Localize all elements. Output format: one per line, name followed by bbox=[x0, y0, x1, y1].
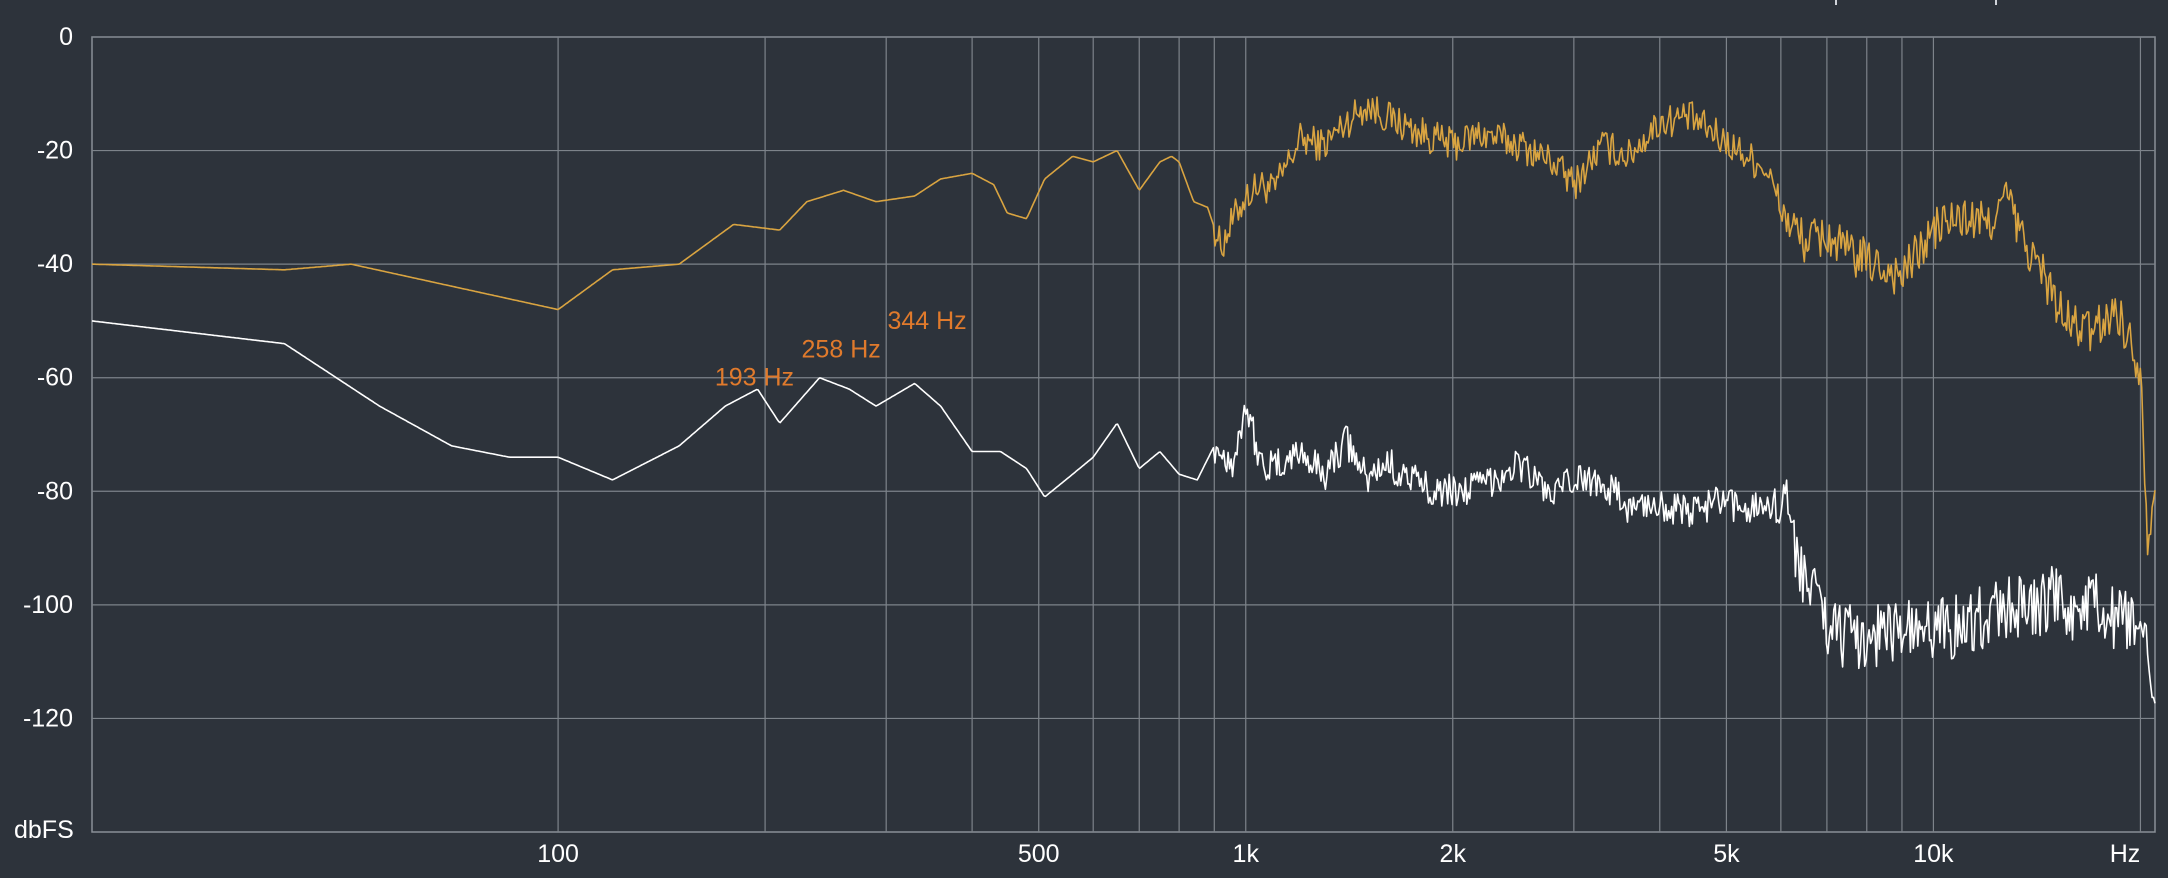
x-tick-label: 2k bbox=[1440, 840, 1467, 868]
x-tick-label: 5k bbox=[1713, 840, 1740, 868]
x-tick-label: 1k bbox=[1233, 840, 1260, 868]
y-axis-title: dbFS bbox=[14, 816, 74, 844]
y-tick-label: -20 bbox=[37, 137, 73, 165]
series-layer bbox=[91, 96, 2156, 704]
x-tick-label: 500 bbox=[1018, 840, 1060, 868]
y-tick-label: -120 bbox=[23, 704, 73, 732]
y-tick-label: 0 bbox=[59, 23, 73, 51]
x-axis-ticks: 100 500 1k 2k 5k 10k bbox=[537, 840, 1954, 868]
y-tick-label: -40 bbox=[37, 250, 73, 278]
series-line-1 bbox=[91, 96, 2156, 556]
peak-label: 258 Hz bbox=[802, 335, 881, 363]
x-tick-label: 10k bbox=[1913, 840, 1954, 868]
series-line-2 bbox=[91, 320, 2156, 704]
x-tick-label: 100 bbox=[537, 840, 579, 868]
x-axis-title: Hz bbox=[2110, 840, 2141, 868]
plot-frame bbox=[91, 36, 2156, 833]
y-tick-label: -60 bbox=[37, 364, 73, 392]
peak-label: 344 Hz bbox=[887, 307, 966, 335]
y-axis-ticks: 0 -20 -40 -60 -80 -100 -120 bbox=[23, 23, 73, 732]
y-tick-label: -100 bbox=[23, 591, 73, 619]
peak-label: 193 Hz bbox=[715, 364, 794, 392]
y-tick-label: -80 bbox=[37, 477, 73, 505]
chart-grid bbox=[91, 36, 2156, 833]
